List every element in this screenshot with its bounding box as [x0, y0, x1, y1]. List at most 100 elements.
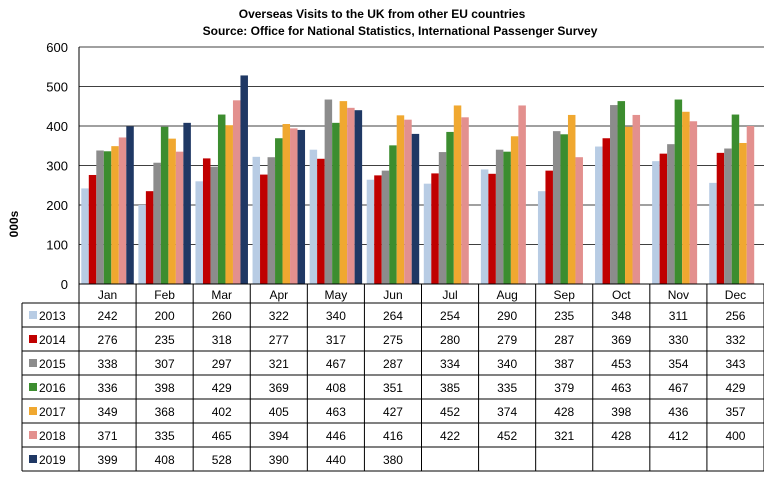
bar-2018-dec — [746, 126, 755, 284]
legend-swatch-2014 — [29, 335, 37, 343]
data-table: Jan Feb Mar Apr May Jun Jul Aug Sep Oct Nov Dec 2013… — [21, 283, 764, 472]
data-label: 290 — [497, 309, 517, 323]
bar-2017-sep — [567, 114, 576, 284]
data-label: 318 — [212, 333, 232, 347]
data-label: 453 — [611, 357, 631, 371]
bar-2019-apr — [297, 129, 306, 284]
data-label: 235 — [554, 309, 574, 323]
bar-2013-jul — [423, 183, 432, 284]
data-label: 349 — [98, 405, 118, 419]
bar-2015-aug — [495, 149, 504, 284]
bar-2017-dec — [739, 142, 747, 284]
data-label: 428 — [554, 405, 574, 419]
data-label: 467 — [668, 381, 688, 395]
bar-2018-feb — [175, 151, 184, 284]
x-tick-label: Jul — [442, 288, 457, 302]
x-tick-label: Sep — [554, 288, 576, 302]
y-axis-label: 000s — [7, 210, 21, 237]
data-label: 399 — [98, 453, 118, 467]
legend-swatch-2017 — [29, 407, 37, 415]
data-label: 287 — [383, 357, 403, 371]
data-label: 340 — [326, 309, 346, 323]
y-tick-label: 0 — [61, 277, 68, 292]
legend-label-2016: 2016 — [39, 381, 66, 395]
bar-2016-feb — [160, 126, 169, 284]
bar-2013-jun — [366, 179, 375, 284]
bar-2018-aug — [518, 105, 526, 285]
data-label: 408 — [155, 453, 175, 467]
legend-swatch-2015 — [29, 359, 37, 367]
bar-2013-dec — [709, 182, 717, 284]
bar-2017-jan — [111, 146, 119, 284]
bar-2016-nov — [674, 99, 683, 284]
legend-label-2018: 2018 — [39, 429, 66, 443]
bar-2018-jun — [404, 119, 412, 285]
data-label: 528 — [212, 453, 232, 467]
legend-label-2017: 2017 — [39, 405, 66, 419]
data-label: 330 — [668, 333, 688, 347]
x-tick-label: Feb — [154, 288, 175, 302]
data-label: 408 — [326, 381, 346, 395]
chart-title: Overseas Visits to the UK from other EU … — [239, 7, 526, 21]
data-label: 379 — [554, 381, 574, 395]
data-label: 256 — [725, 309, 745, 323]
data-label: 422 — [440, 429, 460, 443]
chart-subtitle: Source: Office for National Statistics, … — [203, 24, 598, 38]
data-label: 465 — [212, 429, 232, 443]
legend-swatch-2013 — [29, 311, 37, 319]
x-tick-label: May — [325, 288, 348, 302]
bar-2019-jan — [126, 126, 134, 285]
bar-2016-may — [332, 122, 340, 284]
bar-2018-oct — [632, 114, 641, 284]
legend-swatch-2016 — [29, 383, 37, 391]
bar-2014-feb — [145, 191, 154, 284]
data-label: 277 — [269, 333, 289, 347]
data-label: 254 — [440, 309, 460, 323]
data-label: 235 — [155, 333, 175, 347]
x-tick-label: Aug — [496, 288, 517, 302]
gridlines — [78, 46, 764, 284]
bar-2015-feb — [153, 162, 161, 284]
data-label: 369 — [269, 381, 289, 395]
bar-2013-may — [309, 149, 318, 284]
legend-label-2019: 2019 — [39, 453, 66, 467]
data-label: 280 — [440, 333, 460, 347]
y-tick-label: 100 — [46, 238, 68, 253]
bar-2018-jul — [461, 117, 469, 284]
data-label: 368 — [155, 405, 175, 419]
data-label: 354 — [668, 357, 688, 371]
data-label: 276 — [98, 333, 118, 347]
bar-2017-feb — [168, 138, 176, 284]
bar-2017-jul — [453, 105, 462, 285]
data-label: 387 — [554, 357, 574, 371]
y-tick-label: 500 — [46, 80, 68, 95]
bar-2018-sep — [575, 157, 583, 284]
data-label: 322 — [269, 309, 289, 323]
data-label: 371 — [98, 429, 118, 443]
bar-2018-may — [347, 107, 355, 284]
legend-label-2013: 2013 — [39, 309, 66, 323]
bar-2016-sep — [560, 134, 568, 284]
y-tick-label: 400 — [46, 119, 68, 134]
data-label: 467 — [326, 357, 346, 371]
data-label: 463 — [611, 381, 631, 395]
data-label: 340 — [497, 357, 517, 371]
data-label: 336 — [98, 381, 118, 395]
data-label: 357 — [725, 405, 745, 419]
bar-2014-jan — [88, 174, 97, 284]
bar-2013-jan — [81, 188, 89, 284]
data-label: 390 — [269, 453, 289, 467]
bar-2017-oct — [625, 126, 633, 284]
bar-2014-aug — [488, 173, 496, 284]
x-tick-label: Apr — [269, 288, 288, 302]
data-label: 440 — [326, 453, 346, 467]
data-label: 416 — [383, 429, 403, 443]
data-label: 402 — [212, 405, 232, 419]
bar-2016-aug — [503, 151, 511, 284]
bar-2014-mar — [202, 158, 211, 284]
bar-2014-may — [317, 158, 325, 284]
bar-2015-apr — [267, 157, 276, 284]
bar-2016-mar — [217, 114, 226, 284]
bar-2016-oct — [617, 101, 626, 285]
